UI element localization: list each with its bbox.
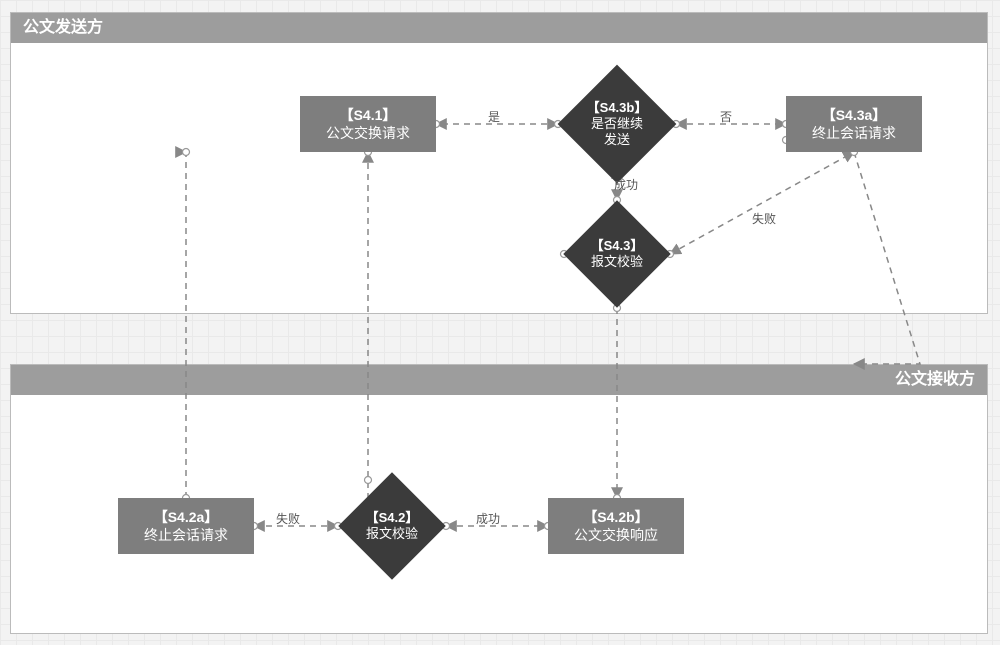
node-s43a-code: 【S4.3a】	[822, 106, 887, 124]
node-s42-code: 【S4.2】	[366, 510, 419, 526]
node-s42-validate: 【S4.2】 报文校验	[354, 488, 430, 564]
node-s42b-code: 【S4.2b】	[583, 508, 648, 526]
node-s43a-terminate-request: 【S4.3a】终止会话请求	[786, 96, 922, 152]
node-s42a-terminate-request: 【S4.2a】终止会话请求	[118, 498, 254, 554]
node-s43-code: 【S4.3】	[591, 238, 644, 254]
node-s42-label-wrap: 【S4.2】 报文校验	[354, 488, 430, 564]
node-s42a-code: 【S4.2a】	[154, 508, 219, 526]
node-s42a-label: 终止会话请求	[144, 526, 228, 544]
swimlane-sender: 公文发送方	[10, 12, 988, 314]
node-s41-code: 【S4.1】	[340, 106, 397, 124]
swimlane-sender-header: 公文发送方	[11, 13, 987, 43]
node-s41-exchange-request: 【S4.1】公文交换请求	[300, 96, 436, 152]
node-s43-label-wrap: 【S4.3】 报文校验	[579, 216, 655, 292]
swimlane-receiver-title: 公文接收方	[895, 371, 975, 388]
node-s43b-decision-continue: 【S4.3b】 是否继续发送	[575, 82, 659, 166]
node-s43b-label: 是否继续发送	[591, 116, 643, 149]
node-s42-label: 报文校验	[366, 526, 418, 542]
node-s43b-label-wrap: 【S4.3b】 是否继续发送	[575, 82, 659, 166]
node-s42b-exchange-response: 【S4.2b】公文交换响应	[548, 498, 684, 554]
swimlane-receiver-header: 公文接收方	[11, 365, 987, 395]
swimlane-sender-title: 公文发送方	[23, 19, 103, 36]
node-s43-label: 报文校验	[591, 254, 643, 270]
node-s43b-code: 【S4.3b】	[587, 100, 648, 116]
node-s41-label: 公文交换请求	[326, 124, 410, 142]
node-s43-validate: 【S4.3】 报文校验	[579, 216, 655, 292]
node-s42b-label: 公文交换响应	[574, 526, 658, 544]
node-s43a-label: 终止会话请求	[812, 124, 896, 142]
